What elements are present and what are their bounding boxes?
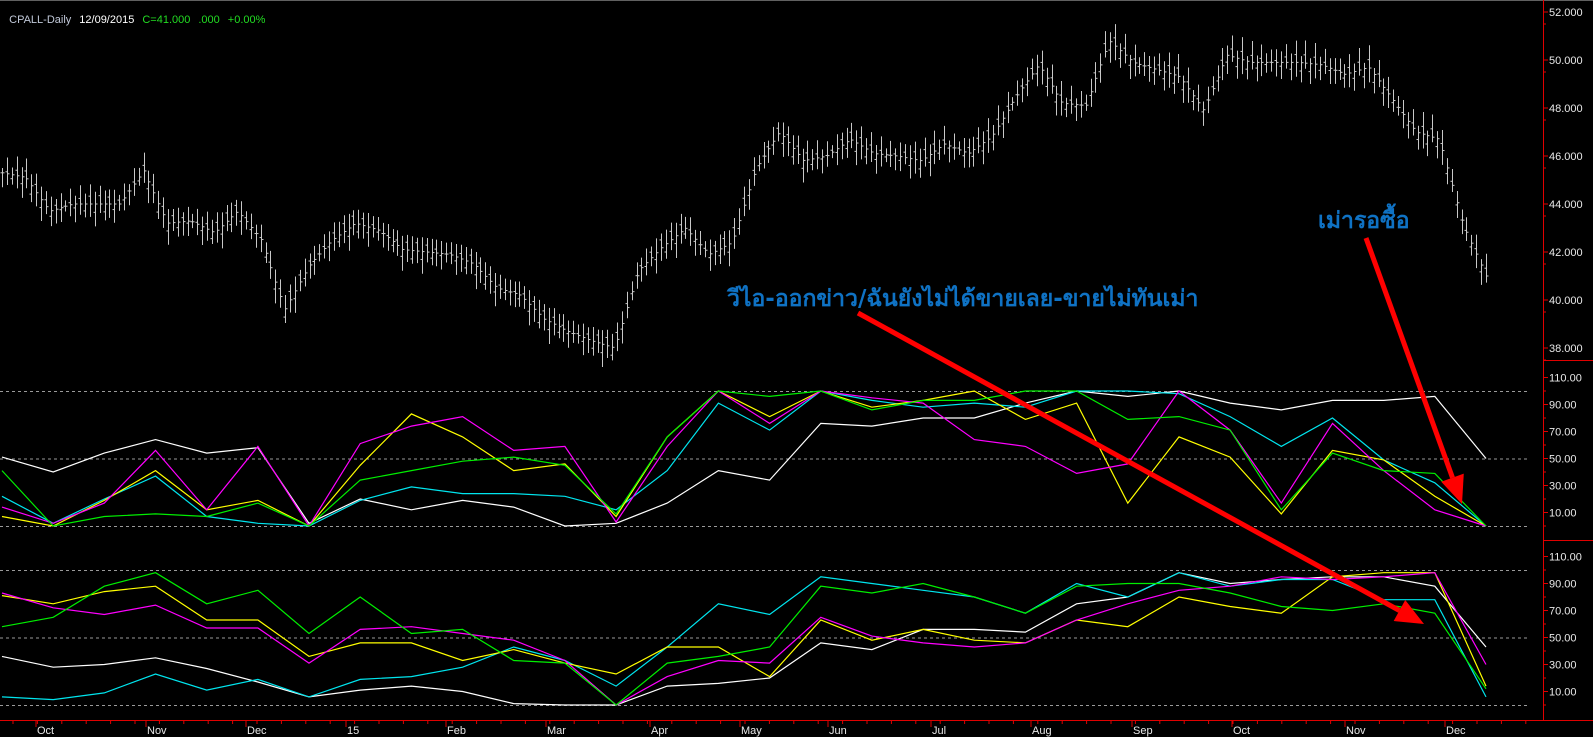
price-tick-label: 42.000	[1549, 247, 1583, 259]
indicator-2-series-4	[1, 572, 1487, 706]
close-value: C=41.000	[142, 14, 191, 26]
month-label: Jul	[932, 725, 946, 737]
indicator-tick-label: 70.00	[1549, 427, 1577, 439]
price-tick-label: 38.000	[1549, 343, 1583, 355]
indicator-1-series-3	[1, 390, 1487, 528]
month-label: Feb	[447, 725, 466, 737]
price-tick-label: 48.000	[1549, 103, 1583, 115]
indicator-tick-label: 70.00	[1549, 606, 1577, 618]
change-percent: +0.00%	[227, 14, 266, 26]
month-label: Dec	[247, 725, 267, 737]
chart-header: CPALL-Daily 12/09/2015 C=41.000 .000 +0.00%	[3, 2, 273, 26]
symbol-label: CPALL-Daily	[9, 14, 72, 26]
month-label: Aug	[1032, 725, 1052, 737]
arrow-head-icon	[1393, 599, 1424, 624]
arrow-shaft	[856, 310, 1401, 613]
month-label: Oct	[37, 725, 54, 737]
indicator-1-series-1	[1, 390, 1487, 527]
arrow-head-icon	[1441, 473, 1464, 504]
annotation-right: เม่ารอซื้อ	[1318, 208, 1410, 234]
indicator-2-series-2	[1, 572, 1487, 687]
indicator-2-series-3	[1, 572, 1487, 706]
month-label: Mar	[547, 725, 566, 737]
price-tick-label: 50.000	[1549, 55, 1583, 67]
arrow-right	[1363, 237, 1464, 504]
indicator-tick-label: 10.00	[1549, 687, 1577, 699]
indicator-2-series-0	[1, 572, 1487, 706]
indicator-tick-label: 30.00	[1549, 660, 1577, 672]
month-label: Dec	[1446, 725, 1466, 737]
indicator-1-series-4	[1, 390, 1487, 527]
price-tick-label: 44.000	[1549, 199, 1583, 211]
price-bars	[0, 24, 1489, 367]
indicator-tick-label: 110.00	[1549, 373, 1582, 385]
month-label: Sep	[1133, 725, 1153, 737]
arrow-shaft	[1363, 237, 1455, 479]
price-tick-label: 46.000	[1549, 151, 1583, 163]
arrow-main	[856, 310, 1424, 624]
month-label: Nov	[1346, 725, 1366, 737]
month-label: 15	[347, 725, 359, 737]
month-label: Nov	[147, 725, 167, 737]
indicator-1-series-2	[1, 390, 1487, 527]
change-value: .000	[198, 14, 220, 26]
month-label: Oct	[1233, 725, 1250, 737]
annotation-main: วีไอ-ออกข่าว/ฉันยังไม่ได้ขายเลย-ขายไม่ทั…	[727, 286, 1199, 312]
indicator-tick-label: 90.00	[1549, 400, 1577, 412]
indicator-tick-label: 50.00	[1549, 454, 1577, 466]
price-tick-label: 40.000	[1549, 295, 1583, 307]
indicator-tick-label: 90.00	[1549, 579, 1577, 591]
month-label: May	[741, 725, 762, 737]
month-label: Apr	[651, 725, 668, 737]
indicator-tick-label: 10.00	[1549, 508, 1577, 520]
indicator-tick-label: 30.00	[1549, 481, 1577, 493]
indicator-tick-label: 50.00	[1549, 633, 1577, 645]
indicator-1-series-0	[1, 390, 1487, 527]
indicator-tick-label: 110.00	[1549, 552, 1582, 564]
date-label: 12/09/2015	[79, 14, 135, 26]
price-tick-label: 52.000	[1549, 7, 1583, 19]
month-label: Jun	[829, 725, 847, 737]
